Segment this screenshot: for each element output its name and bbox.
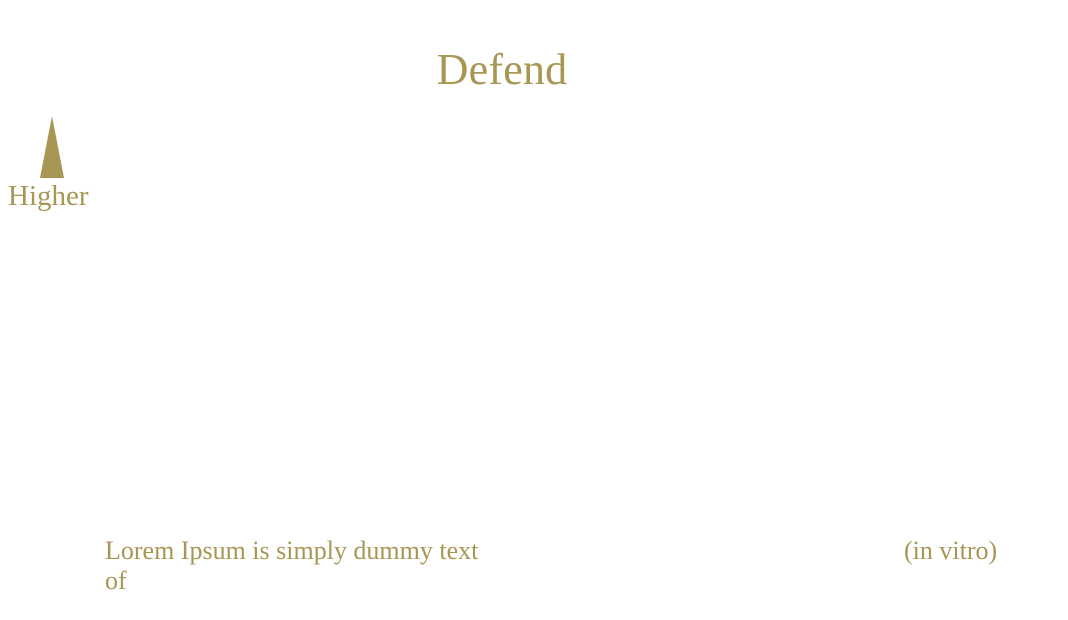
up-arrow-icon [38,116,66,178]
diagram-title: Defend [436,45,568,94]
axis-label-higher: Higher [8,180,89,212]
side-note-in-vitro: (in vitro) [904,536,998,565]
footnote-text: Lorem Ipsum is simply dummy text of [105,536,479,595]
